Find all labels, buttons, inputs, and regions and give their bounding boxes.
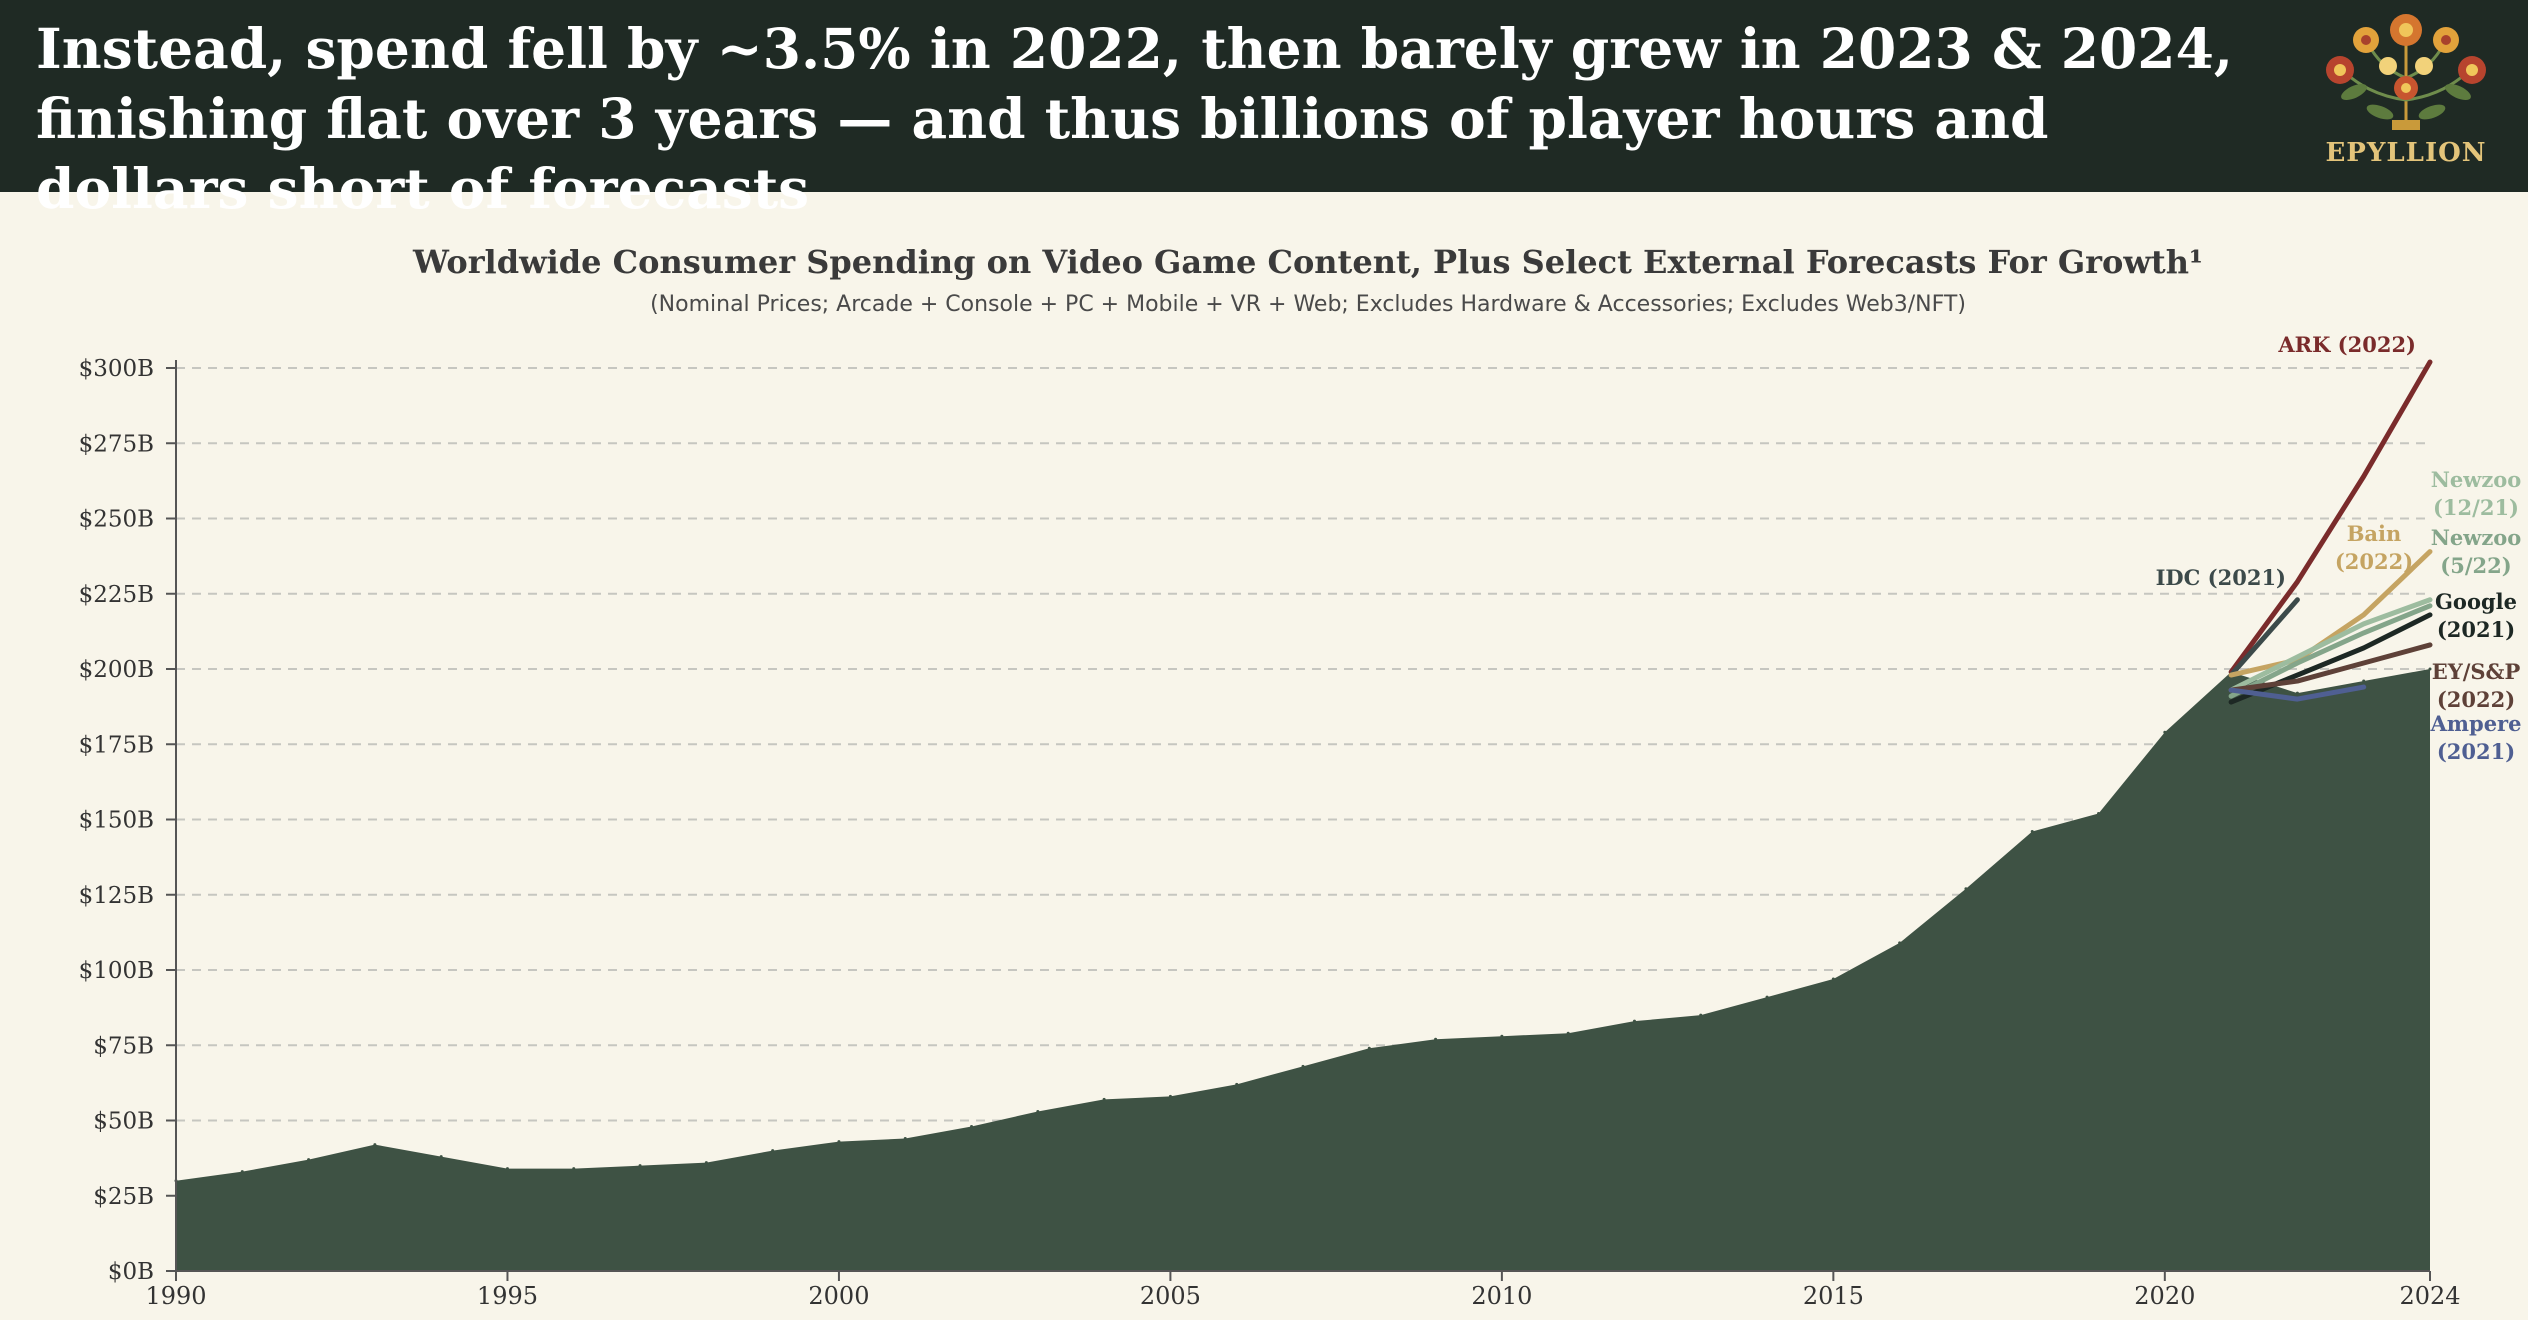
data-point-2013	[1699, 1013, 1703, 1017]
data-point-1998	[704, 1161, 708, 1165]
data-point-2014	[1765, 995, 1769, 999]
x-tick-label: 1995	[477, 1282, 538, 1310]
x-tick-label: 2005	[1140, 1282, 1201, 1310]
data-point-2022	[2295, 691, 2299, 695]
data-point-2008	[1367, 1046, 1371, 1050]
data-point-1993	[373, 1143, 377, 1147]
data-point-1994	[439, 1155, 443, 1159]
forecast-label-2: (2022)	[2335, 549, 2413, 574]
headline: Instead, spend fell by ~3.5% in 2022, th…	[36, 16, 2233, 221]
y-tick-label: $200B	[79, 657, 154, 683]
x-tick-label: 2015	[1803, 1282, 1864, 1310]
y-tick-label: $150B	[79, 808, 154, 834]
chart-subtitle: (Nominal Prices; Arcade + Console + PC +…	[650, 292, 1966, 317]
y-tick-label: $100B	[79, 958, 154, 984]
forecast-label-5: Google	[2435, 589, 2517, 614]
y-tick-label: $125B	[79, 883, 154, 909]
forecast-line-4	[2228, 603, 2433, 699]
data-point-2019	[2097, 811, 2101, 815]
y-tick-label: $0B	[108, 1259, 154, 1285]
brand-name: EPYLLION	[2325, 138, 2487, 168]
forecast-label-3: (12/21)	[2433, 495, 2519, 520]
data-point-1996	[572, 1167, 576, 1171]
data-point-2011	[1566, 1031, 1570, 1035]
data-point-1999	[771, 1149, 775, 1153]
data-point-2016	[1898, 941, 1902, 945]
forecast-label-7: Ampere	[2430, 711, 2522, 736]
forecast-line-6	[2228, 642, 2433, 693]
spending-area	[176, 669, 2430, 1271]
forecast-line-0	[2228, 359, 2433, 675]
forecast-label-6: EY/S&P	[2432, 659, 2521, 684]
forecast-labels: ARK (2022) IDC (2021) Bain (2022) Newzoo (12/…	[2156, 332, 2522, 764]
data-point-2023	[2362, 679, 2366, 683]
data-point-2024	[2428, 667, 2432, 671]
header-bar: Instead, spend fell by ~3.5% in 2022, th…	[0, 0, 2528, 221]
y-tick-label: $75B	[93, 1033, 154, 1059]
data-point-1991	[240, 1170, 244, 1174]
data-point-2020	[2163, 730, 2167, 734]
y-tick-label: $300B	[79, 356, 154, 382]
x-tick-label: 2000	[808, 1282, 869, 1310]
forecast-label-4: (5/22)	[2440, 553, 2511, 578]
data-point-2003	[1036, 1109, 1040, 1113]
y-tick-label: $25B	[93, 1184, 154, 1210]
forecast-label-0: ARK (2022)	[2277, 332, 2416, 357]
x-tick-label: 2010	[1471, 1282, 1532, 1310]
forecast-line-1	[2228, 597, 2300, 678]
data-point-2007	[1301, 1064, 1305, 1068]
chart-title: Worldwide Consumer Spending on Video Gam…	[412, 243, 2203, 281]
floral-emblem-icon	[2326, 14, 2486, 130]
data-point-2005	[1168, 1094, 1172, 1098]
data-point-2009	[1434, 1037, 1438, 1041]
forecast-label-6: (2022)	[2437, 687, 2515, 712]
x-tick-label: 1990	[145, 1282, 206, 1310]
data-point-2002	[970, 1125, 974, 1129]
data-point-1997	[638, 1164, 642, 1168]
data-point-2006	[1235, 1082, 1239, 1086]
data-point-2015	[1831, 977, 1835, 981]
forecast-label-5: (2021)	[2437, 617, 2515, 642]
x-tick-label: 2020	[2134, 1282, 2195, 1310]
y-tick-label: $225B	[79, 582, 154, 608]
forecast-label-4: Newzoo	[2431, 525, 2522, 550]
forecast-line-3	[2228, 597, 2433, 693]
y-tick-label: $250B	[79, 507, 154, 533]
spending-chart: Worldwide Consumer Spending on Video Gam…	[79, 243, 2522, 1310]
forecast-label-1: IDC (2021)	[2156, 565, 2286, 590]
data-point-2000	[837, 1140, 841, 1144]
data-point-2017	[1964, 887, 1968, 891]
data-point-2010	[1500, 1034, 1504, 1038]
data-point-1995	[505, 1167, 509, 1171]
forecast-line-2	[2228, 549, 2433, 678]
data-point-2004	[1102, 1097, 1106, 1101]
data-point-1992	[307, 1158, 311, 1162]
y-tick-label: $275B	[79, 431, 154, 457]
forecast-line-5	[2228, 612, 2433, 705]
epyllion-logo: EPYLLION	[2296, 0, 2516, 192]
data-point-2001	[903, 1137, 907, 1141]
data-point-2012	[1632, 1019, 1636, 1023]
forecast-label-7: (2021)	[2437, 739, 2515, 764]
forecast-line-7	[2228, 684, 2367, 702]
axes: $0B $25B $50B $75B $100B $125B $150B $175B $200B…	[79, 356, 2461, 1310]
y-tick-label: $50B	[93, 1109, 154, 1135]
x-tick-label: 2024	[2399, 1282, 2460, 1310]
data-point-2018	[2030, 830, 2034, 834]
forecast-lines	[2228, 359, 2433, 705]
y-tick-label: $175B	[79, 732, 154, 758]
forecast-label-2: Bain	[2347, 521, 2402, 546]
forecast-label-3: Newzoo	[2431, 467, 2522, 492]
